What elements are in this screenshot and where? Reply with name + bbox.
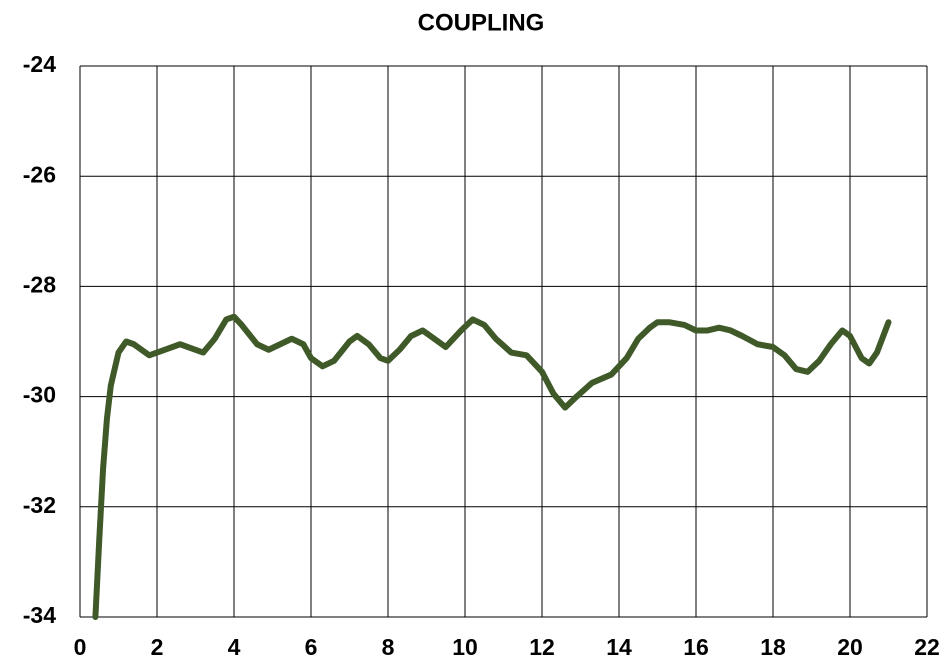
x-tick-label: 10 [452,634,478,660]
y-tick-label: -30 [23,382,56,408]
data-line [92,313,892,620]
x-tick-label: 16 [683,634,709,660]
y-tick-label: -24 [23,51,56,77]
x-tick-label: 6 [305,634,318,660]
x-tick-label: 8 [382,634,395,660]
x-tick-label: 2 [151,634,164,660]
y-tick-label: -28 [23,271,56,297]
x-tick-label: 20 [837,634,863,660]
chart-title: COUPLING [418,9,545,36]
y-tick-label: -34 [23,602,56,628]
y-tick-label: -32 [23,492,56,518]
y-tick-label: -26 [23,161,56,187]
x-tick-label: 12 [529,634,555,660]
x-tick-label: 18 [760,634,786,660]
x-tick-label: 0 [74,634,87,660]
x-tick-label: 22 [914,634,940,660]
x-tick-label: 14 [606,634,632,660]
x-tick-label: 4 [228,634,241,660]
